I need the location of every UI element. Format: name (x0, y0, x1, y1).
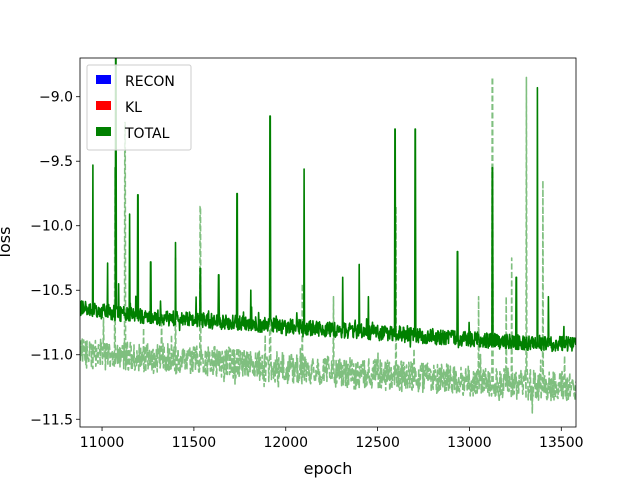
y-tick-label: −9.0 (39, 90, 73, 106)
x-tick-label: 12500 (355, 435, 400, 451)
x-axis-label: epoch (304, 459, 353, 478)
legend: RECON KL TOTAL (86, 64, 192, 151)
series-line-total-dashed (80, 76, 576, 414)
x-tick-label: 11500 (172, 435, 217, 451)
x-tick-label: 12000 (263, 435, 308, 451)
y-tick-label: −10.0 (30, 219, 73, 235)
legend-label-recon: RECON (125, 74, 175, 90)
legend-swatch-total (96, 127, 111, 136)
legend-frame (86, 64, 192, 151)
x-axis: 11000 11500 12000 12500 13000 13500 (80, 427, 584, 451)
legend-swatch-recon (96, 75, 111, 84)
legend-label-kl: KL (125, 100, 142, 116)
y-tick-label: −11.5 (30, 412, 73, 428)
y-tick-label: −10.5 (30, 283, 73, 299)
y-tick-label: −11.0 (30, 348, 73, 364)
x-tick-label: 13000 (447, 435, 492, 451)
y-axis: −11.5 −11.0 −10.5 −10.0 −9.5 −9.0 (30, 90, 80, 428)
legend-label-total: TOTAL (124, 126, 170, 142)
series-layer (80, 58, 576, 414)
x-tick-label: 11000 (80, 435, 125, 451)
series-line-total (80, 58, 576, 353)
y-axis-label: loss (0, 227, 14, 258)
y-tick-label: −9.5 (39, 154, 73, 170)
legend-swatch-kl (96, 101, 111, 110)
x-tick-label: 13500 (539, 435, 584, 451)
plot-frame (79, 57, 577, 428)
